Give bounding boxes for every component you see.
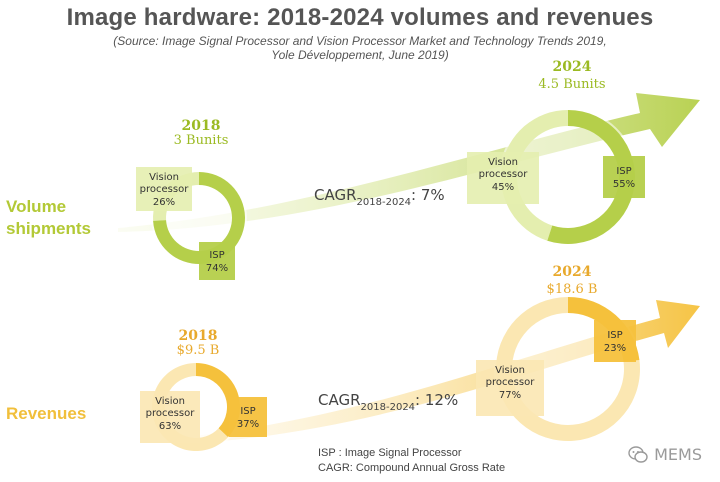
- volume-2018-year-label: 2018: [182, 118, 221, 134]
- volume-cagr-label: CAGR2018-2024: 7%: [314, 186, 445, 208]
- volume-2018-vision-box: [136, 167, 192, 211]
- volume-2024-isp-label: ISP: [616, 166, 631, 177]
- revenue-row-label: Revenues: [6, 404, 86, 423]
- revenue-2018-total-label: $9.5 B: [177, 343, 220, 358]
- source-line-1: (Source: Image Signal Processor and Visi…: [113, 34, 607, 48]
- cagr-prefix: CAGR: [314, 186, 357, 204]
- cagr-prefix: CAGR: [318, 391, 361, 409]
- volume-2018-isp-pct: 74%: [206, 263, 228, 274]
- revenue-2024-total-label: $18.6 B: [547, 282, 598, 297]
- cagr-period: 2018-2024: [361, 402, 416, 413]
- volume-2024-isp-box: [603, 156, 645, 198]
- revenue-2024-vision-label-1: Vision: [495, 365, 525, 376]
- revenue-2018-vision-pct: 63%: [159, 421, 181, 432]
- chart-title: Image hardware: 2018-2024 volumes and re…: [66, 4, 654, 31]
- revenue-2018-isp-label: ISP: [240, 406, 255, 417]
- volume-2024-year-label: 2024: [553, 59, 592, 75]
- volume-2024-vision-pct: 45%: [492, 182, 514, 193]
- revenue-2018-vision-box: [140, 391, 200, 443]
- watermark-text: MEMS: [654, 445, 702, 464]
- wechat-icon: [628, 445, 648, 463]
- revenue-2024-vision-pct: 77%: [499, 390, 521, 401]
- volume-2024-vision-label-2: processor: [479, 169, 529, 180]
- watermark: MEMS: [628, 445, 702, 464]
- volume-2024-isp-slice: [547, 110, 635, 244]
- volume-2024-vision-label-1: Vision: [488, 157, 518, 168]
- volume-2024-vision-slice: [501, 109, 568, 241]
- revenue-2018-vision-label-2: processor: [146, 408, 196, 419]
- revenue-2024-year-label: 2024: [553, 264, 592, 280]
- revenue-2024-isp-box: [594, 320, 636, 362]
- volume-2018-vision-pct: 26%: [153, 197, 175, 208]
- volume-2018-vision-label-2: processor: [140, 184, 190, 195]
- volume-row-label: shipments: [6, 219, 91, 238]
- revenue-2018-isp-pct: 37%: [237, 419, 259, 430]
- volume-2024-isp-pct: 55%: [613, 179, 635, 190]
- source-line-2: Yole Développement, June 2019): [271, 48, 449, 62]
- revenue-2024-vision-box: [476, 360, 544, 416]
- volume-2018-vision-label-1: Vision: [149, 172, 179, 183]
- cagr-value: : 12%: [415, 391, 458, 409]
- volume-growth-arrow: [118, 93, 700, 232]
- volume-row-label: Volume: [6, 197, 66, 216]
- revenue-2024-isp-label: ISP: [607, 330, 622, 341]
- revenue-2024-vision-label-2: processor: [486, 377, 536, 388]
- revenue-2024-isp-pct: 23%: [604, 343, 626, 354]
- revenue-2018-year-label: 2018: [179, 328, 218, 344]
- note-isp: ISP : Image Signal Processor: [318, 447, 462, 459]
- volume-2018-isp-box: [199, 242, 235, 280]
- volume-2024-donut-backdrop: [499, 108, 637, 246]
- volume-2024-vision-box: [467, 152, 539, 204]
- cagr-period: 2018-2024: [357, 197, 412, 208]
- volume-2018-isp-label: ISP: [209, 250, 224, 261]
- revenue-2018-vision-label-1: Vision: [155, 396, 185, 407]
- volume-2018-total-label: 3 Bunits: [174, 133, 229, 148]
- note-cagr: CAGR: Compound Annual Gross Rate: [318, 462, 506, 474]
- revenue-cagr-label: CAGR2018-2024: 12%: [318, 391, 458, 413]
- revenue-2018-isp-box: [229, 397, 267, 437]
- cagr-value: : 7%: [411, 186, 445, 204]
- volume-2024-total-label: 4.5 Bunits: [538, 77, 605, 92]
